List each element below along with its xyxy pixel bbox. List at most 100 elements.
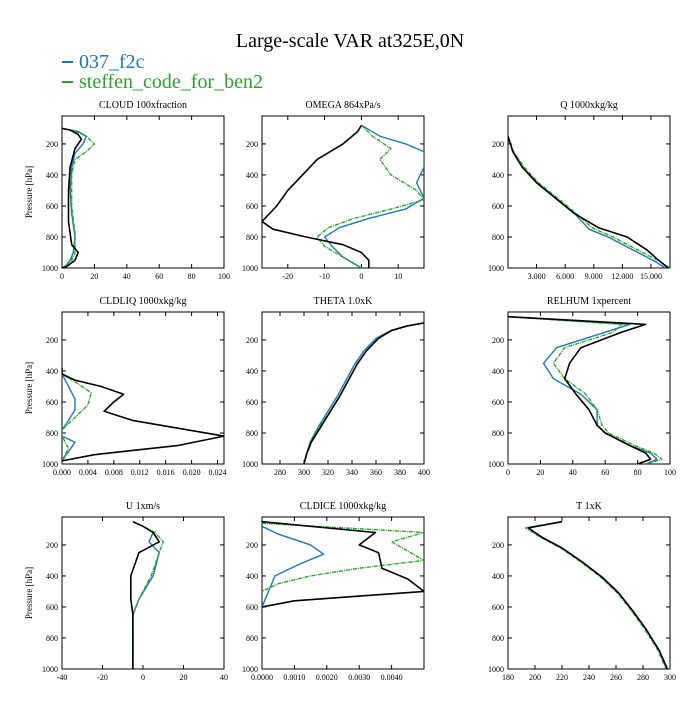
legend-item-steffen: steffen_code_for_ben2 bbox=[62, 72, 263, 92]
ytick-label-t: 800 bbox=[492, 634, 504, 643]
series-group-omega bbox=[262, 124, 424, 268]
xtick-label-relhum: 20 bbox=[536, 468, 544, 477]
panel-title-relhum: RELHUM 1xpercent bbox=[547, 296, 631, 307]
xtick-label-omega: -10 bbox=[319, 272, 330, 281]
ytick-label-u: 200 bbox=[46, 541, 58, 550]
ylabel-cloud: Pressure [hPa] bbox=[24, 166, 34, 218]
xtick-label-t: 240 bbox=[583, 673, 595, 682]
ytick-label-cloud: 200 bbox=[46, 140, 58, 149]
panel-u: U 1xm/s 200 400 600 800 1000-40 -20 0 20 40 Pressu… bbox=[24, 501, 228, 682]
xtick-label-u: 40 bbox=[220, 673, 228, 682]
xtick-label-q: 15.000 bbox=[640, 272, 662, 281]
ytick-label-t: 600 bbox=[492, 603, 504, 612]
ytick-label-theta: 200 bbox=[246, 336, 258, 345]
series-line-cloud-steffen-code-for-ben2 bbox=[62, 127, 96, 268]
series-line-t-reference bbox=[527, 520, 669, 669]
ytick-label-q: 1000 bbox=[488, 264, 504, 273]
xtick-label-omega: 10 bbox=[394, 272, 402, 281]
xtick-label-cldliq: 0.012 bbox=[131, 468, 149, 477]
xtick-label-relhum: 60 bbox=[601, 468, 609, 477]
xtick-label-theta: 300 bbox=[298, 468, 310, 477]
ytick-label-cldliq: 200 bbox=[46, 336, 58, 345]
xtick-label-q: 12.000 bbox=[611, 272, 633, 281]
panel-title-cldice: CLDICE 1000xkg/kg bbox=[300, 501, 386, 512]
series-line-relhum-037-f2c bbox=[508, 316, 658, 464]
ytick-label-relhum: 800 bbox=[492, 429, 504, 438]
series-line-u-steffen-code-for-ben2 bbox=[132, 521, 165, 669]
xtick-label-cldice: 0.0040 bbox=[381, 673, 403, 682]
series-line-q-reference bbox=[508, 135, 669, 268]
ytick-label-cloud: 800 bbox=[46, 233, 58, 242]
ylabel-u: Pressure [hPa] bbox=[24, 567, 34, 619]
xtick-label-t: 220 bbox=[556, 673, 568, 682]
ytick-label-omega: 800 bbox=[246, 233, 258, 242]
axes-frame-theta bbox=[261, 311, 425, 465]
series-line-t-steffen-code-for-ben2 bbox=[524, 521, 667, 669]
xtick-label-cldice: 0.0030 bbox=[348, 673, 370, 682]
xtick-label-cldliq: 0.000 bbox=[53, 468, 71, 477]
panel-omega: OMEGA 864xPa/s 200 400 600 800 1000 -20 -10 0 10 bbox=[242, 100, 425, 281]
xtick-label-omega: 0 bbox=[359, 272, 363, 281]
ytick-label-cloud: 1000 bbox=[42, 264, 58, 273]
series-line-relhum-steffen-code-for-ben2 bbox=[508, 316, 663, 464]
series-line-theta-reference bbox=[303, 322, 424, 464]
series-line-cldice-037-f2c bbox=[262, 525, 325, 608]
xtick-label-t: 300 bbox=[664, 673, 676, 682]
ytick-label-omega: 200 bbox=[246, 140, 258, 149]
series-line-cldliq-reference bbox=[62, 367, 224, 462]
ytick-label-theta: 1000 bbox=[242, 460, 258, 469]
ytick-label-omega: 600 bbox=[246, 202, 258, 211]
ytick-label-cldice: 200 bbox=[246, 541, 258, 550]
ytick-label-relhum: 1000 bbox=[488, 460, 504, 469]
axes-frame-t bbox=[507, 516, 671, 670]
series-line-cldliq-037-f2c bbox=[62, 367, 76, 462]
panel-theta: THETA 1.0xK 200 400 600 800 1000 280 300 320 340 3… bbox=[242, 296, 430, 477]
ytick-label-theta: 600 bbox=[246, 398, 258, 407]
series-line-omega-reference bbox=[262, 124, 370, 268]
series-group-cloud bbox=[62, 127, 96, 268]
xtick-label-u: -40 bbox=[57, 673, 68, 682]
xtick-label-theta: 400 bbox=[418, 468, 430, 477]
ytick-label-cldice: 1000 bbox=[242, 665, 258, 674]
series-group-theta bbox=[303, 322, 424, 464]
panel-title-q: Q 1000xkg/kg bbox=[560, 100, 618, 111]
series-line-cloud-reference bbox=[62, 127, 83, 268]
ytick-label-u: 400 bbox=[46, 572, 58, 581]
xtick-label-theta: 280 bbox=[274, 468, 286, 477]
panel-title-t: T 1xK bbox=[576, 501, 602, 512]
series-line-t-037-f2c bbox=[527, 521, 668, 669]
panel-title-cldliq: CLDLIQ 1000xkg/kg bbox=[100, 296, 187, 307]
ytick-label-omega: 1000 bbox=[242, 264, 258, 273]
xtick-label-cldliq: 0.008 bbox=[105, 468, 123, 477]
xtick-label-theta: 360 bbox=[370, 468, 382, 477]
series-line-q-steffen-code-for-ben2 bbox=[508, 135, 670, 268]
xtick-label-relhum: 0 bbox=[506, 468, 510, 477]
xtick-label-theta: 320 bbox=[322, 468, 334, 477]
series-line-cldice-steffen-code-for-ben2 bbox=[262, 522, 424, 593]
panel-title-u: U 1xm/s bbox=[126, 501, 160, 512]
series-group-cldliq bbox=[62, 367, 224, 462]
panel-title-omega: OMEGA 864xPa/s bbox=[305, 100, 380, 111]
series-line-relhum-reference bbox=[508, 315, 652, 464]
ytick-label-u: 600 bbox=[46, 603, 58, 612]
xtick-label-relhum: 40 bbox=[569, 468, 577, 477]
ytick-label-omega: 400 bbox=[246, 171, 258, 180]
series-group-t bbox=[524, 520, 669, 669]
ytick-label-relhum: 200 bbox=[492, 336, 504, 345]
ytick-label-cldliq: 1000 bbox=[42, 460, 58, 469]
xtick-label-theta: 340 bbox=[346, 468, 358, 477]
ytick-label-u: 800 bbox=[46, 634, 58, 643]
xtick-label-q: 6.000 bbox=[556, 272, 574, 281]
ytick-label-relhum: 600 bbox=[492, 398, 504, 407]
xtick-label-q: 9.000 bbox=[585, 272, 603, 281]
ytick-label-q: 600 bbox=[492, 202, 504, 211]
legend-swatch-steffen bbox=[62, 81, 73, 83]
ytick-label-cldliq: 800 bbox=[46, 429, 58, 438]
series-line-omega-037-f2c bbox=[323, 124, 424, 268]
ytick-label-q: 400 bbox=[492, 171, 504, 180]
series-line-q-037-f2c bbox=[508, 135, 666, 268]
